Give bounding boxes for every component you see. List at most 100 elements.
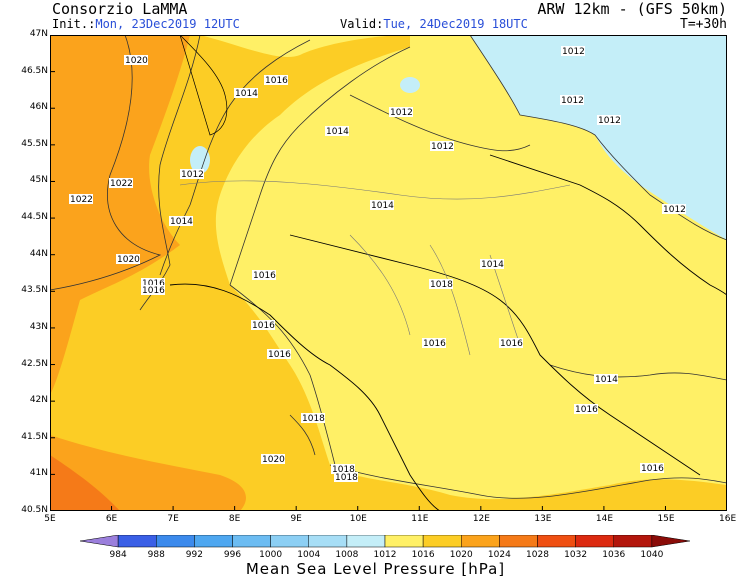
isobar-label-bg: [267, 349, 291, 359]
colorbar-tick-label: 1016: [412, 550, 435, 560]
isobar-label-bg: [561, 46, 585, 56]
lon-label: 8E: [228, 514, 241, 524]
isobar-label: 1016: [268, 350, 291, 360]
lon-label: 7E: [167, 514, 179, 524]
colorbar-tick-label: 988: [148, 550, 165, 560]
isobar-label: 1018: [335, 473, 358, 483]
coastlines: [169, 154, 727, 511]
isobar-label: 1016: [641, 464, 664, 474]
colorbar-cell: [537, 535, 576, 548]
isobar-label: 1022: [110, 179, 133, 189]
isobar-label: 1018: [430, 280, 453, 290]
colorbar-tick-label: 1032: [564, 550, 587, 560]
isobar-label-bg: [252, 270, 276, 280]
lat-label: 43N: [29, 321, 48, 332]
band-1012-blob-1: [190, 146, 210, 174]
isobar-label-bg: [389, 107, 413, 117]
lon-label: 12E: [472, 514, 490, 524]
init-value: Mon, 23Dec2019 12UTC: [95, 17, 240, 31]
colorbar: 984 988 992 996 1000 1004 1008 1012 1016 1020 1024…: [79, 535, 691, 560]
isobar-label: 1016: [265, 76, 288, 86]
valid-time: Valid:Tue, 24Dec2019 18UTC: [340, 17, 528, 31]
isobar-label-bg: [640, 463, 664, 473]
isobar-label-bg: [141, 285, 165, 295]
colorbar-tick-label: 984: [110, 550, 127, 560]
lat-label: 46.5N: [21, 65, 48, 76]
isobar-label-bg: [301, 413, 325, 423]
isobar-labels: 1012 1012 1012 1012 1012 1012 1012 1014 1014 1014…: [69, 46, 686, 483]
isobar-label-bg: [141, 278, 165, 288]
colorbar-tick-label: 1040: [640, 550, 663, 560]
isobar-label-bg: [109, 178, 133, 188]
colorbar-tick-label: 1028: [526, 550, 549, 560]
isobar-label-bg: [234, 88, 258, 98]
colorbar-cell: [79, 535, 119, 548]
band-1008-1012: [470, 35, 727, 240]
isobar-label-bg: [116, 254, 140, 264]
isobar-label-bg: [430, 141, 454, 151]
valid-value: Tue, 24Dec2019 18UTC: [383, 17, 528, 31]
colorbar-cell: [499, 535, 538, 548]
lat-label: 45.5N: [21, 138, 48, 149]
colorbar-tick-label: 1036: [602, 550, 625, 560]
isobar-label: 1020: [262, 455, 285, 465]
isobar-label-bg: [422, 338, 446, 348]
isobar-label-bg: [370, 200, 394, 210]
isobar-label: 1022: [70, 195, 93, 205]
isobar-label-bg: [69, 194, 93, 204]
isobar-label-bg: [331, 464, 355, 474]
colorbar-cell: [651, 535, 691, 548]
band-1020-1024-west: [50, 35, 190, 395]
isobar-label-bg: [264, 75, 288, 85]
colorbar-cell: [461, 535, 500, 548]
colorbar-cell: [575, 535, 614, 548]
colorbar-tick-label: 1004: [297, 550, 320, 560]
colorbar-cell: [308, 535, 348, 548]
isobar-label: 1016: [142, 286, 165, 296]
colorbar-tick-label: 996: [224, 550, 241, 560]
isobar-label: 1012: [181, 170, 204, 180]
isobar-label: 1016: [423, 339, 446, 349]
lon-label: 13E: [534, 514, 552, 524]
lat-label: 43.5N: [21, 285, 48, 296]
lon-label: 14E: [595, 514, 614, 524]
isobar-label: 1016: [253, 271, 276, 281]
band-1012-blob-2: [400, 77, 420, 93]
band-1016-1020: [50, 35, 727, 511]
lat-label: 42N: [29, 395, 48, 406]
init-label: Init.:: [52, 17, 96, 31]
colorbar-tick-label: 1000: [259, 550, 282, 560]
model-title: ARW 12km - (GFS 50km): [537, 0, 727, 18]
colorbar-tick-label: 1008: [335, 550, 358, 560]
isobar-label: 1020: [117, 255, 140, 265]
pressure-map: 1012 1012 1012 1012 1012 1012 1012 1014 1014 1014…: [50, 35, 727, 511]
lat-label: 44N: [29, 248, 48, 259]
isobar-label-bg: [594, 374, 618, 384]
isobar-label-bg: [560, 95, 584, 105]
isobar-label: 1018: [332, 465, 355, 475]
isobar-label-bg: [325, 126, 349, 136]
lat-label: 41N: [29, 468, 48, 479]
lat-label: 40.5N: [21, 505, 48, 515]
isobar-label: 1016: [142, 279, 165, 289]
border-outline: [179, 35, 228, 136]
lon-label: 9E: [290, 514, 302, 524]
colorbar-tick-label: 1012: [374, 550, 397, 560]
isobar-label: 1016: [252, 321, 275, 331]
colorbar-tick-label: 1024: [488, 550, 511, 560]
isobar-label-bg: [334, 472, 358, 482]
isobar-label: 1012: [561, 96, 584, 106]
colorbar-cell: [613, 535, 653, 548]
isobar-label: 1014: [326, 127, 349, 137]
valid-label: Valid:: [340, 17, 384, 31]
init-time: Init.:Mon, 23Dec2019 12UTC: [52, 17, 240, 31]
organization-title: Consorzio LaMMA: [52, 0, 188, 18]
lat-label: 45N: [29, 175, 48, 186]
isobar-label: 1012: [663, 205, 686, 215]
isobar-label-bg: [662, 204, 686, 214]
colorbar-cell: [346, 535, 386, 548]
isobar-label: 1012: [598, 116, 621, 126]
isobar-lines: [50, 35, 727, 499]
isobar-label: 1014: [170, 217, 193, 227]
colorbar-cell: [422, 535, 462, 548]
